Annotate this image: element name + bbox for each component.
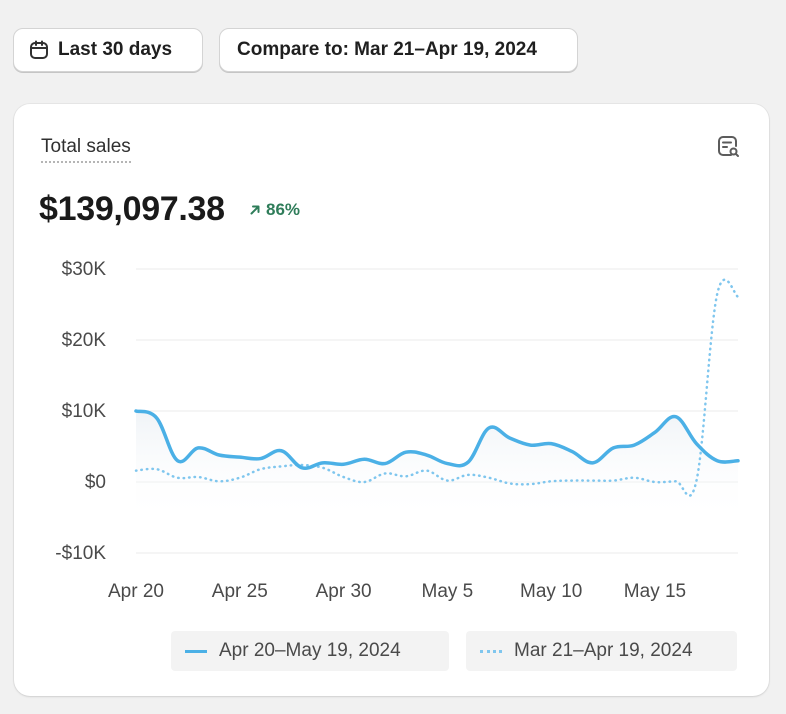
calendar-icon — [30, 40, 48, 59]
y-tick-label: $10K — [62, 401, 107, 422]
data-point-current — [321, 461, 325, 465]
data-point-current — [570, 449, 574, 453]
data-point-previous — [155, 467, 159, 471]
data-point-current — [549, 442, 553, 446]
arrow-up-right-icon — [250, 205, 260, 215]
data-point-current — [674, 415, 678, 419]
data-point-current — [176, 459, 180, 463]
data-point-previous — [487, 476, 491, 480]
y-tick-label: $0 — [85, 472, 106, 493]
data-point-previous — [736, 295, 740, 299]
data-point-current — [217, 453, 221, 457]
date-range-label: Last 30 days — [58, 39, 173, 60]
y-tick-label: $20K — [62, 330, 107, 351]
data-point-current — [342, 462, 346, 466]
total-sales-card: Total sales $139,097.38 86% $30K $20K $10K… — [14, 104, 769, 696]
data-point-previous — [238, 476, 242, 480]
data-point-current — [466, 460, 470, 464]
data-point-previous — [653, 480, 657, 484]
data-point-previous — [176, 476, 180, 480]
data-point-current — [611, 446, 615, 450]
x-tick-label: May 5 — [422, 581, 474, 602]
data-point-previous — [466, 473, 470, 477]
sales-line-chart: $30K $20K $10K $0 -$10K Apr 20 Apr 25 Apr 30 Ma… — [55, 259, 740, 602]
data-point-previous — [694, 479, 698, 483]
data-point-previous — [300, 463, 304, 467]
data-point-previous — [445, 479, 449, 483]
compare-to-label: Compare to: Mar 21–Apr 19, 2024 — [237, 39, 537, 60]
data-point-current — [383, 462, 387, 466]
legend-current-period[interactable]: Apr 20–May 19, 2024 — [171, 631, 449, 671]
metric-title[interactable]: Total sales — [41, 136, 131, 163]
data-point-current — [736, 459, 740, 463]
y-tick-label: $30K — [62, 259, 107, 280]
legend-previous-label: Mar 21–Apr 19, 2024 — [514, 640, 693, 661]
series-line-current — [134, 409, 740, 470]
legend-current-label: Apr 20–May 19, 2024 — [219, 640, 401, 661]
data-point-current — [134, 409, 138, 413]
data-point-previous — [362, 480, 366, 484]
date-range-button[interactable]: Last 30 days — [13, 28, 203, 72]
data-point-current — [508, 436, 512, 440]
change-indicator: 86% — [248, 200, 300, 220]
data-point-previous — [611, 479, 615, 483]
data-point-previous — [549, 479, 553, 483]
series-area-current — [136, 411, 738, 523]
x-tick-label: Apr 25 — [212, 581, 268, 602]
data-point-previous — [279, 464, 283, 468]
data-point-previous — [425, 469, 429, 473]
change-percent: 86% — [266, 200, 301, 219]
total-sales-value: $139,097.38 — [39, 190, 225, 228]
x-tick-label: Apr 20 — [108, 581, 164, 602]
data-point-previous — [217, 479, 221, 483]
data-point-previous — [591, 479, 595, 483]
data-point-current — [528, 443, 532, 447]
data-point-current — [196, 446, 200, 450]
data-point-current — [591, 461, 595, 465]
data-point-current — [238, 455, 242, 459]
x-tick-label: Apr 30 — [316, 581, 372, 602]
data-point-current — [425, 453, 429, 457]
legend-solid-swatch — [185, 649, 207, 653]
data-point-current — [445, 462, 449, 466]
x-tick-label: May 10 — [520, 581, 582, 602]
data-point-previous — [632, 476, 636, 480]
data-point-previous — [528, 482, 532, 486]
legend-previous-period[interactable]: Mar 21–Apr 19, 2024 — [466, 631, 737, 671]
data-point-previous — [404, 474, 408, 478]
data-point-previous — [508, 481, 512, 485]
y-tick-label: -$10K — [55, 543, 106, 564]
data-point-current — [259, 457, 263, 461]
data-point-previous — [196, 475, 200, 479]
data-point-current — [155, 416, 159, 420]
report-search-icon[interactable] — [715, 134, 741, 160]
data-point-current — [279, 449, 283, 453]
data-point-previous — [383, 471, 387, 475]
data-point-previous — [570, 479, 574, 483]
data-point-current — [632, 443, 636, 447]
series-line-previous — [134, 278, 740, 497]
data-point-previous — [715, 292, 719, 296]
data-point-current — [653, 430, 657, 434]
data-point-current — [694, 442, 698, 446]
x-tick-label: May 15 — [624, 581, 686, 602]
data-point-previous — [321, 466, 325, 470]
data-point-previous — [134, 469, 138, 473]
compare-to-button[interactable]: Compare to: Mar 21–Apr 19, 2024 — [219, 28, 578, 72]
data-point-previous — [342, 475, 346, 479]
data-point-current — [715, 459, 719, 463]
data-point-current — [487, 426, 491, 430]
data-point-current — [362, 457, 366, 461]
data-point-previous — [259, 467, 263, 471]
data-point-previous — [674, 479, 678, 483]
legend-dotted-swatch — [480, 649, 502, 653]
data-point-current — [404, 450, 408, 454]
